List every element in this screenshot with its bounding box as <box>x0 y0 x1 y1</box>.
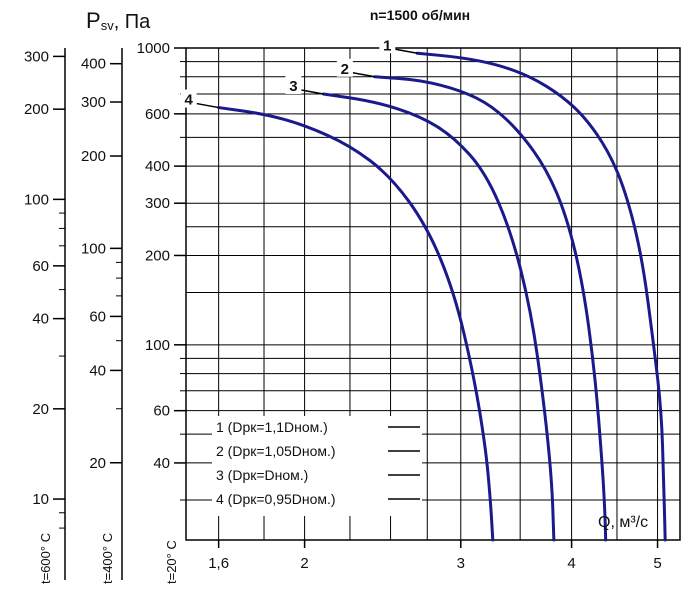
y-axis-label: Psv, Па <box>86 8 151 33</box>
series-line-2 <box>373 75 608 542</box>
x-tick-label: 2 <box>300 555 308 572</box>
chart-subtitle-text: n=1500 об/мин <box>370 7 470 23</box>
y-tick-label-t20: 300 <box>145 195 170 212</box>
y-axis-label-subscript: sv <box>101 18 115 33</box>
curve-label-bg <box>180 89 197 108</box>
legend-background <box>212 416 422 516</box>
y-tick-label-t20: 600 <box>145 106 170 123</box>
chart-subtitle: n=1500 об/мин <box>370 7 470 23</box>
curve-label-4: 4 <box>184 92 193 109</box>
y-axes: 1000 600 400 300 200 100 60 40 t=20° C 400 300 200 1… <box>24 40 186 584</box>
y-tick-label-t600: 20 <box>32 401 49 418</box>
curve-label-leader <box>352 72 375 78</box>
y-tick-label-t600: 10 <box>32 491 49 508</box>
curve-label-2: 2 <box>341 61 349 78</box>
y-axis-caption-t400: t=400° C <box>100 533 115 584</box>
y-tick-label-t20: 200 <box>145 247 170 264</box>
y-tick-label-t400: 60 <box>89 308 106 325</box>
plot-frame <box>185 47 681 541</box>
series-line-1 <box>415 51 667 542</box>
plot-border <box>185 47 681 541</box>
curve-label-bg <box>336 58 353 77</box>
x-tick-label: 3 <box>457 555 465 572</box>
curve-label-leader <box>301 89 324 95</box>
x-tick-label: 4 <box>567 555 575 572</box>
legend-entry-4: 4 (Dрк=0,95Dном.) <box>216 491 336 507</box>
legend-entry-1: 1 (Dрк=1,1Dном.) <box>216 419 328 435</box>
x-tick-label: 1,6 <box>208 555 229 572</box>
series-line-3 <box>321 92 556 542</box>
curve-label-bg <box>285 75 302 94</box>
svg-text:Psv, Па: Psv, Па <box>86 8 151 33</box>
legend-entry-2: 2 (Dрк=1,05Dном.) <box>216 443 336 459</box>
y-tick-label-t20: 60 <box>153 403 170 420</box>
y-tick-label-t20: 100 <box>145 337 170 354</box>
y-tick-label-t400: 400 <box>81 56 106 73</box>
curve-label-leader <box>395 48 418 55</box>
y-tick-label-t600: 40 <box>32 311 49 328</box>
y-tick-label-t600: 300 <box>24 48 49 65</box>
y-tick-label-t400: 20 <box>89 455 106 472</box>
y-tick-label-t400: 200 <box>81 148 106 165</box>
legend-entry-3: 3 (Dрк=Dном.) <box>216 467 308 483</box>
x-axis-label-text: Q, м³/с <box>598 514 648 531</box>
y-tick-label-t600: 60 <box>32 258 49 275</box>
y-tick-label-t20: 400 <box>145 158 170 175</box>
series-curves: 1 2 3 4 <box>180 35 667 542</box>
curve-label-bg <box>379 35 396 54</box>
y-axis-caption-t600: t=600° C <box>38 533 53 584</box>
curve-label-1: 1 <box>383 37 391 54</box>
y-tick-label-t400: 40 <box>89 362 106 379</box>
y-tick-label-t400: 100 <box>81 240 106 257</box>
x-axis-label: Q, м³/с <box>598 514 648 531</box>
series-line-4 <box>217 106 495 542</box>
y-axis-label-unit: , Па <box>114 11 151 33</box>
y-tick-label-t600: 200 <box>24 101 49 118</box>
y-tick-label-t600: 100 <box>24 191 49 208</box>
y-tick-label-t400: 300 <box>81 94 106 111</box>
x-axis: 1,6 2 3 4 5 <box>208 540 662 572</box>
y-tick-label-t20: 40 <box>153 455 170 472</box>
y-axis-caption-t20: t=20° C <box>164 540 179 584</box>
curve-label-leader <box>196 102 219 109</box>
legend: 1 (Dрк=1,1Dном.) 2 (Dрк=1,05Dном.) 3 (Dрк=… <box>212 416 422 516</box>
y-axis-label-symbol: P <box>86 8 101 33</box>
y-tick-label-t20: 1000 <box>137 40 170 57</box>
curve-label-3: 3 <box>289 78 297 95</box>
x-tick-label: 5 <box>653 555 661 572</box>
